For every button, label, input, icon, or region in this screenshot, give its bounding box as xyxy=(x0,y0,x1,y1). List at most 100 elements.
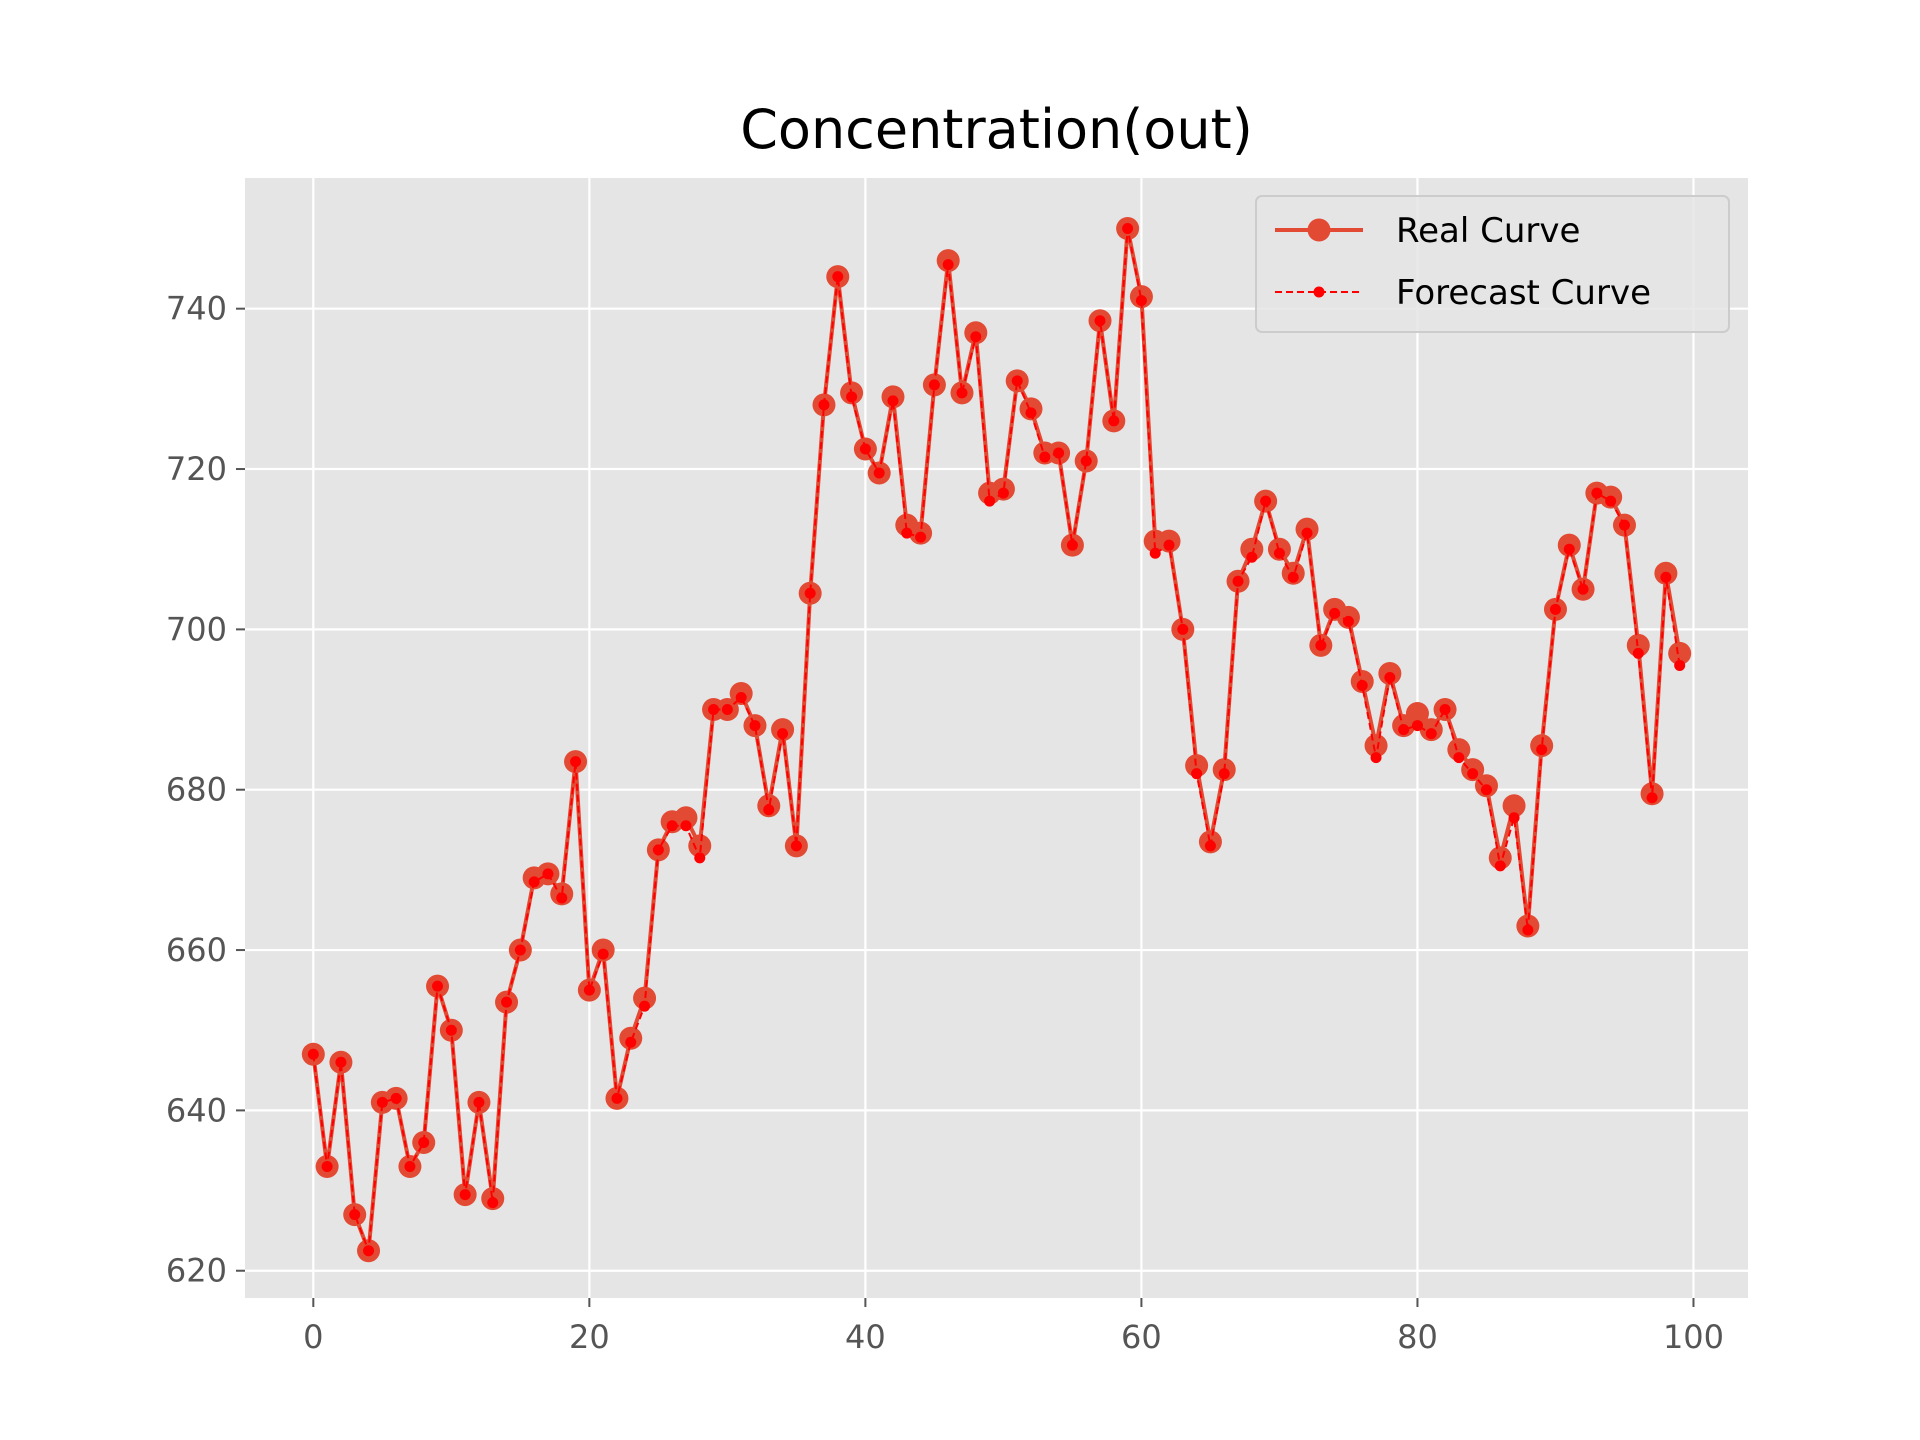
forecast-curve-point xyxy=(445,1024,457,1036)
forecast-curve-point xyxy=(1204,840,1216,852)
legend-entry-real-curve: Real Curve xyxy=(1275,211,1580,251)
forecast-curve-point xyxy=(1536,744,1548,756)
forecast-curve-point xyxy=(1356,679,1368,691)
forecast-curve-point xyxy=(970,331,982,343)
forecast-curve-point xyxy=(1094,315,1106,327)
forecast-curve-point xyxy=(1467,768,1479,780)
forecast-curve-point xyxy=(1605,495,1617,507)
y-tick-label: 660 xyxy=(166,931,227,969)
forecast-curve-point xyxy=(1108,415,1120,427)
forecast-curve-point xyxy=(307,1048,319,1060)
axis-ticks: 0 20 40 60 80 100 620 640 660 680 700 720 740 xyxy=(166,290,1724,1356)
forecast-curve-point xyxy=(997,487,1009,499)
forecast-curve-point xyxy=(680,820,692,832)
forecast-curve-point xyxy=(1494,860,1506,872)
forecast-curve-point xyxy=(1632,647,1644,659)
forecast-curve-point xyxy=(846,391,858,403)
forecast-curve-point xyxy=(1370,752,1382,764)
forecast-curve-point xyxy=(1287,571,1299,583)
forecast-curve-point xyxy=(349,1209,361,1221)
forecast-curve-point xyxy=(556,892,568,904)
forecast-curve-point xyxy=(694,852,706,864)
forecast-curve-point xyxy=(721,704,733,716)
forecast-curve-point xyxy=(1122,223,1134,235)
forecast-curve-point xyxy=(514,944,526,956)
forecast-curve-point xyxy=(390,1092,402,1104)
forecast-curve-point xyxy=(915,531,927,543)
forecast-curve-point xyxy=(1301,527,1313,539)
forecast-curve-point xyxy=(501,996,513,1008)
real-curve-point xyxy=(688,834,712,858)
forecast-curve-point xyxy=(1549,603,1561,615)
forecast-curve-point xyxy=(1453,752,1465,764)
forecast-curve-point xyxy=(597,948,609,960)
chart-title: Concentration(out) xyxy=(740,98,1253,161)
x-tick-label: 80 xyxy=(1397,1318,1438,1356)
x-tick-label: 0 xyxy=(303,1318,323,1356)
forecast-curve-point xyxy=(1246,551,1258,563)
forecast-curve-point xyxy=(1508,812,1520,824)
forecast-curve-point xyxy=(1218,768,1230,780)
forecast-curve-point xyxy=(321,1161,333,1173)
forecast-curve-point xyxy=(1315,639,1327,651)
forecast-curve-point xyxy=(859,443,871,455)
forecast-curve-point xyxy=(1591,487,1603,499)
forecast-curve-point xyxy=(639,1000,651,1012)
forecast-curve-point xyxy=(873,467,885,479)
forecast-curve-point xyxy=(542,868,554,880)
x-tick-label: 60 xyxy=(1121,1318,1162,1356)
forecast-curve-point xyxy=(611,1092,623,1104)
x-tick-label: 100 xyxy=(1663,1318,1724,1356)
y-tick-label: 620 xyxy=(166,1252,227,1290)
forecast-curve-point xyxy=(1411,720,1423,732)
forecast-curve-line xyxy=(312,228,1681,1252)
forecast-curve-point xyxy=(625,1036,637,1048)
legend: Real Curve Forecast Curve xyxy=(1255,195,1730,333)
real-curve-point xyxy=(674,806,698,830)
forecast-curve-point xyxy=(1342,615,1354,627)
forecast-curve-point xyxy=(1329,607,1341,619)
forecast-curve-point xyxy=(790,840,802,852)
forecast-curve-point xyxy=(1522,924,1534,936)
forecast-curve-point xyxy=(887,395,899,407)
forecast-curve-point xyxy=(652,844,664,856)
forecast-curve-point xyxy=(1660,571,1672,583)
grid-lines xyxy=(245,178,1748,1298)
real-curve-point xyxy=(1488,846,1512,870)
forecast-curve-point xyxy=(942,259,954,271)
forecast-curve-point xyxy=(1232,575,1244,587)
forecast-curve-point xyxy=(956,387,968,399)
forecast-curve-point xyxy=(432,980,444,992)
forecast-curve-point xyxy=(832,271,844,283)
forecast-curve-point xyxy=(404,1161,416,1173)
forecast-curve-point xyxy=(1066,539,1078,551)
forecast-curve-point xyxy=(804,587,816,599)
legend-label: Real Curve xyxy=(1396,211,1580,251)
forecast-curve-point xyxy=(1273,547,1285,559)
y-tick-label: 740 xyxy=(166,290,227,328)
forecast-curve-point xyxy=(376,1096,388,1108)
forecast-curve-point xyxy=(1646,792,1658,804)
forecast-curve-point xyxy=(901,527,913,539)
forecast-curve-point xyxy=(1398,724,1410,736)
legend-entry-forecast-curve: Forecast Curve xyxy=(1275,273,1651,313)
forecast-curve-point xyxy=(1260,495,1272,507)
forecast-curve-point xyxy=(363,1245,375,1257)
real-curve-point xyxy=(1405,702,1429,726)
y-tick-label: 680 xyxy=(166,771,227,809)
real-curve-point xyxy=(1447,738,1471,762)
forecast-curve-point xyxy=(1563,543,1575,555)
legend-label: Forecast Curve xyxy=(1396,273,1651,313)
forecast-curve-point xyxy=(1425,728,1437,740)
forecast-curve-point xyxy=(570,756,582,768)
real-curve-point xyxy=(1185,754,1209,778)
forecast-curve-point xyxy=(1149,547,1161,559)
forecast-curve-point xyxy=(1080,455,1092,467)
legend-frame xyxy=(1255,195,1730,333)
plot-area xyxy=(245,178,1748,1298)
forecast-curve-point xyxy=(1011,375,1023,387)
series-forecast-curve xyxy=(307,223,1686,1257)
forecast-curve-point xyxy=(583,984,595,996)
forecast-curve-point xyxy=(528,876,540,888)
forecast-curve-point xyxy=(1039,451,1051,463)
